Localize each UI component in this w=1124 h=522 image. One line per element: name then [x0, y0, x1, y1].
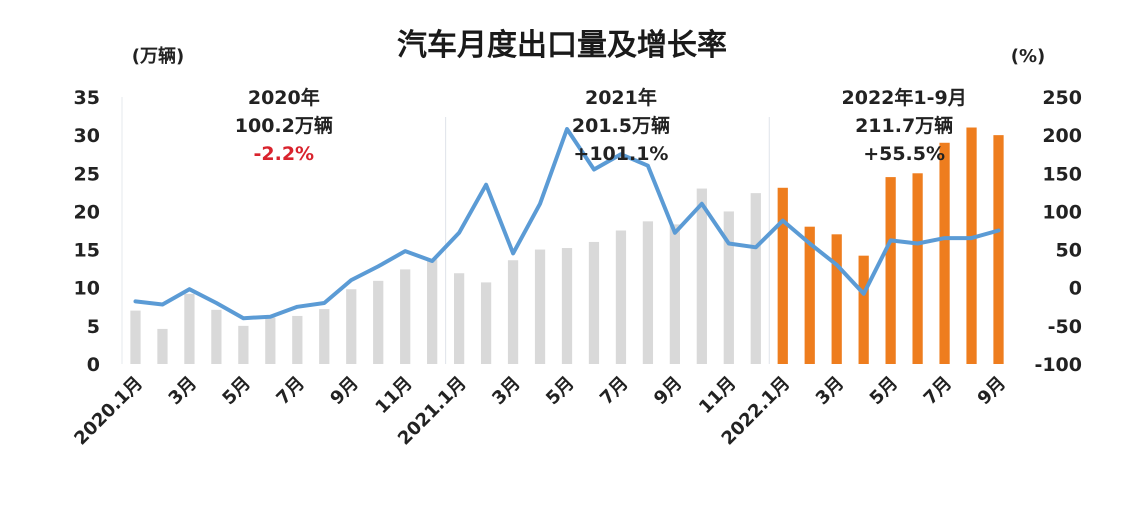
left-axis-unit: (万辆)	[132, 45, 184, 67]
y-left-tick-label: 0	[87, 354, 100, 376]
bar	[507, 260, 519, 364]
annotation-label: 100.2万辆	[235, 114, 333, 137]
bar	[588, 241, 600, 364]
bar	[993, 135, 1004, 364]
y-left-tick-label: 15	[74, 240, 100, 262]
x-tick-label: 7月	[596, 373, 632, 409]
x-tick-label: 5月	[218, 373, 254, 409]
annotation-growth: -2.2%	[254, 143, 315, 165]
bar	[184, 293, 195, 364]
annotation-label: 2022年1-9月	[842, 86, 967, 109]
chart-title: 汽车月度出口量及增长率	[397, 28, 727, 63]
bar	[750, 193, 761, 364]
y-right-tick-label: -50	[1048, 316, 1082, 338]
annotation-growth: +101.1%	[573, 143, 668, 165]
y-right-tick-label: 100	[1042, 201, 1082, 223]
bar	[723, 211, 734, 364]
annotation-label: 2021年	[585, 86, 657, 109]
bar	[292, 315, 303, 364]
x-tick-label: 5月	[542, 373, 578, 409]
bar	[642, 221, 654, 364]
y-right-tick-label: 50	[1056, 240, 1082, 262]
x-tick-label: 7月	[272, 373, 308, 409]
bar	[912, 173, 923, 364]
y-left-tick-label: 30	[74, 125, 100, 147]
bar	[696, 188, 707, 364]
y-right-tick-label: -100	[1034, 354, 1082, 376]
x-tick-label: 9月	[650, 373, 686, 409]
x-tick-label: 3月	[488, 373, 524, 409]
growth-rate-line	[133, 127, 1001, 321]
y-right-tick-label: 200	[1042, 125, 1082, 147]
bar	[400, 269, 411, 364]
bar	[211, 309, 222, 364]
y-left-tick-label: 35	[74, 87, 100, 109]
right-axis-unit: (%)	[1011, 46, 1046, 67]
bar	[427, 259, 438, 364]
x-tick-label: 9月	[326, 373, 362, 409]
bar	[346, 289, 357, 364]
x-tick-label: 11月	[371, 373, 416, 418]
y-left-tick-label: 5	[87, 316, 100, 338]
annotation-label: 2020年	[248, 86, 320, 109]
annotation-label: 211.7万辆	[855, 114, 953, 137]
y-left-tick-label: 10	[74, 278, 100, 300]
bar	[157, 328, 168, 364]
annotation-label: 201.5万辆	[572, 114, 670, 137]
y-left-tick-label: 20	[74, 201, 100, 223]
bar	[534, 249, 546, 364]
annotation-growth: +55.5%	[863, 143, 945, 165]
bar	[669, 224, 681, 364]
x-tick-label: 11月	[695, 373, 740, 418]
x-tick-label: 3月	[165, 373, 201, 409]
x-tick-label: 5月	[866, 373, 902, 409]
bar	[480, 282, 492, 364]
bar	[831, 234, 842, 364]
bar	[238, 325, 249, 364]
x-tick-label: 9月	[974, 373, 1010, 409]
bar	[966, 127, 977, 364]
bar	[885, 177, 896, 364]
bar	[858, 255, 869, 364]
x-tick-label: 2020.1月	[70, 373, 147, 450]
bar	[561, 248, 573, 364]
bar	[130, 310, 141, 364]
bar	[373, 280, 384, 364]
bar	[265, 317, 276, 364]
bar	[804, 226, 815, 364]
bar	[615, 230, 627, 364]
bar	[777, 187, 788, 364]
y-right-tick-label: 150	[1042, 163, 1082, 185]
y-right-tick-label: 250	[1042, 87, 1082, 109]
bar	[939, 142, 950, 364]
y-right-tick-label: 0	[1069, 278, 1082, 300]
bar	[453, 273, 465, 364]
x-tick-label: 3月	[812, 373, 848, 409]
bar	[319, 309, 330, 364]
x-tick-label: 7月	[920, 373, 956, 409]
y-left-tick-label: 25	[74, 163, 100, 185]
